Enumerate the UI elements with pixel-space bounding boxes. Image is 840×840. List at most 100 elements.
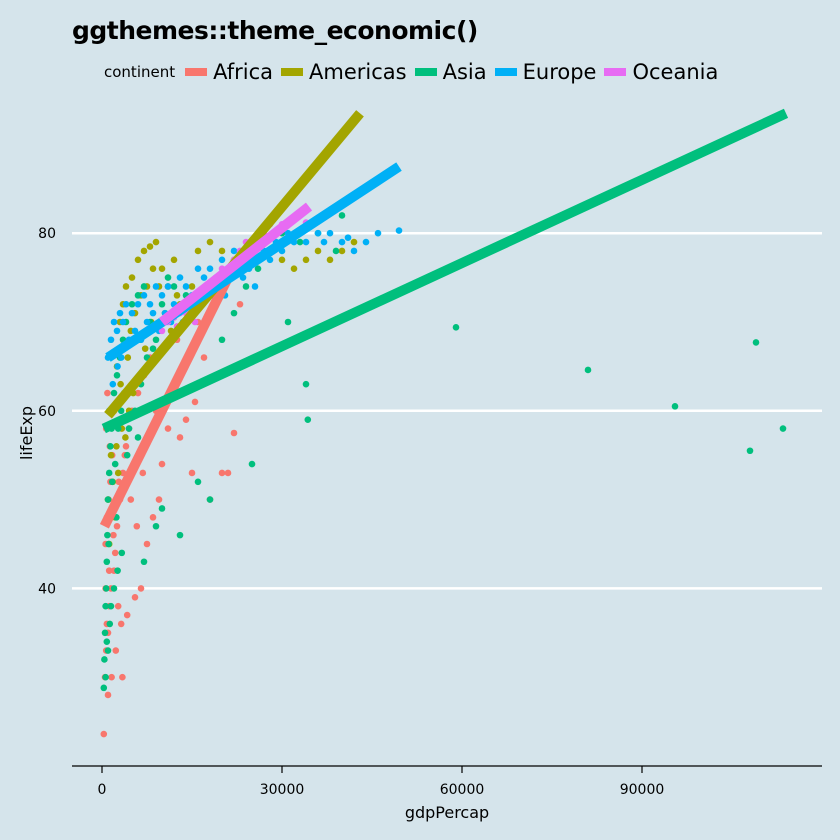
point-asia-5 (103, 558, 111, 566)
point-asia-41 (338, 212, 346, 219)
point-asia-70 (110, 585, 118, 592)
point-asia-40 (332, 247, 340, 255)
point-europe-55 (149, 309, 157, 317)
point-europe-36 (302, 238, 310, 246)
point-americas-27 (302, 256, 310, 264)
point-asia-27 (206, 496, 214, 503)
point-asia-71 (114, 567, 121, 574)
point-asia-73 (104, 647, 112, 654)
point-europe-13 (164, 283, 172, 290)
point-africa-58 (127, 496, 135, 503)
point-europe-3 (113, 327, 121, 335)
point-asia-36 (296, 238, 304, 246)
point-asia-18 (134, 292, 142, 299)
point-americas-18 (194, 247, 202, 255)
point-africa-48 (108, 673, 115, 681)
chart-title: ggthemes::theme_economic() (72, 16, 478, 45)
point-europe-20 (206, 265, 214, 273)
point-asia-3 (102, 602, 109, 610)
point-asia-45 (746, 447, 754, 455)
point-africa-34 (230, 429, 238, 437)
point-asia-22 (158, 300, 166, 308)
point-europe-45 (374, 229, 382, 237)
point-europe-15 (176, 274, 184, 281)
trend-line-europe (105, 162, 402, 362)
point-asia-28 (218, 336, 226, 344)
legend-swatch-africa (185, 68, 208, 76)
point-africa-0 (100, 730, 108, 738)
point-asia-68 (103, 638, 111, 645)
point-asia-62 (140, 558, 148, 566)
point-asia-44 (671, 403, 679, 410)
point-africa-24 (164, 425, 172, 432)
point-americas-47 (117, 380, 124, 388)
x-tick-label-2: 60000 (440, 782, 485, 798)
point-europe-46 (395, 227, 403, 234)
point-asia-23 (164, 274, 172, 281)
point-africa-54 (105, 567, 113, 574)
point-asia-47 (779, 425, 787, 432)
point-europe-7 (128, 309, 136, 317)
point-europe-24 (230, 247, 238, 255)
point-americas-26 (290, 265, 298, 273)
point-europe-42 (344, 234, 352, 241)
point-americas-17 (188, 283, 196, 290)
point-africa-49 (119, 673, 126, 681)
point-europe-48 (109, 380, 117, 388)
point-americas-12 (158, 265, 166, 273)
point-americas-31 (350, 238, 358, 246)
x-tick-label-1: 30000 (260, 782, 305, 798)
legend-item-asia: Asia (414, 60, 487, 84)
x-tick-label-3: 90000 (620, 782, 665, 798)
point-asia-29 (230, 309, 238, 317)
legend-label-europe: Europe (522, 60, 597, 84)
point-americas-19 (206, 238, 214, 246)
point-africa-60 (139, 469, 147, 477)
point-africa-35 (236, 300, 244, 308)
trend-line-oceania (158, 202, 313, 326)
point-africa-28 (188, 469, 196, 477)
legend: continent Africa Americas Asia Europe Oc… (104, 58, 726, 86)
point-europe-11 (152, 283, 160, 290)
legend-swatch-asia (414, 68, 437, 76)
point-africa-12 (111, 549, 119, 557)
point-americas-28 (314, 247, 322, 255)
point-americas-29 (326, 256, 334, 264)
point-asia-43 (584, 366, 592, 374)
point-europe-10 (146, 300, 154, 308)
point-asia-37 (302, 380, 310, 388)
point-asia-9 (107, 443, 114, 450)
gridlines (72, 231, 822, 590)
legend-swatch-oceania (604, 68, 627, 76)
point-asia-26 (194, 478, 202, 486)
x-ticks: 0 30000 60000 90000 (98, 766, 665, 798)
point-asia-50 (108, 478, 116, 486)
point-africa-27 (182, 416, 190, 423)
point-americas-11 (152, 238, 160, 246)
point-africa-47 (155, 496, 163, 503)
point-africa-45 (143, 540, 151, 548)
trend-lines (99, 108, 789, 529)
y-tick-label-0: 40 (38, 581, 56, 597)
point-oceania-0 (158, 327, 166, 335)
legend-label-africa: Africa (213, 60, 274, 84)
legend-title: continent (104, 63, 176, 81)
point-africa-32 (218, 469, 226, 477)
y-tick-label-2: 80 (38, 226, 56, 242)
point-americas-36 (124, 354, 132, 361)
point-americas-14 (170, 256, 178, 264)
point-europe-12 (158, 292, 166, 299)
x-axis-label: gdpPercap (405, 803, 489, 822)
point-asia-6 (104, 531, 111, 539)
point-europe-4 (116, 309, 124, 317)
point-europe-54 (143, 318, 151, 326)
point-europe-52 (131, 327, 139, 335)
point-americas-10 (146, 243, 154, 250)
point-asia-35 (284, 318, 292, 326)
point-asia-17 (128, 300, 136, 308)
point-europe-8 (134, 300, 142, 308)
y-axis-label: lifeExp (17, 406, 36, 460)
point-asia-61 (158, 505, 166, 512)
